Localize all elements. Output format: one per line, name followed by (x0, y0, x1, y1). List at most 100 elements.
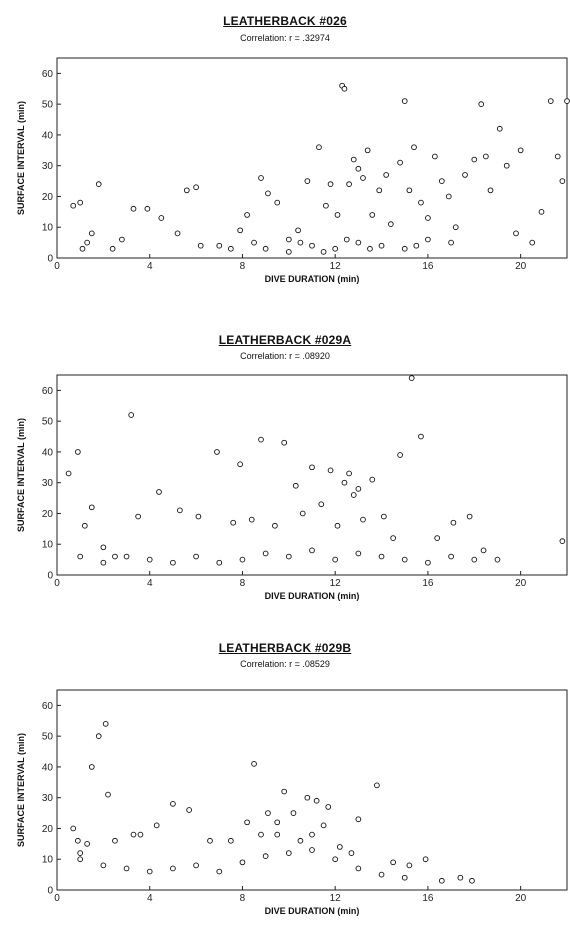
y-tick-label: 10 (42, 540, 54, 551)
y-axis-label: SURFACE INTERVAL (min) (16, 418, 26, 532)
chart-title: LEATHERBACK #029A (218, 333, 352, 347)
x-tick-label: 12 (330, 261, 342, 272)
y-tick-label: 10 (42, 855, 54, 866)
data-point (478, 101, 485, 108)
data-point (84, 840, 90, 847)
y-tick-label: 30 (42, 478, 54, 489)
x-tick-label: 8 (240, 893, 246, 904)
data-point (325, 804, 332, 810)
data-point (480, 547, 487, 554)
data-point (350, 156, 357, 163)
plot-frame (56, 689, 568, 891)
data-point (146, 556, 153, 563)
y-tick-label: 60 (42, 701, 54, 712)
data-point (355, 485, 362, 492)
data-point (341, 479, 348, 486)
data-point (156, 489, 162, 495)
data-point (70, 825, 77, 832)
x-tick-label: 16 (422, 578, 434, 589)
data-point (292, 482, 299, 489)
x-tick-label: 0 (54, 893, 60, 904)
data-point (334, 522, 341, 529)
data-point (216, 868, 223, 875)
data-point (100, 544, 107, 551)
data-point (369, 212, 376, 218)
data-point (432, 153, 438, 160)
data-point (462, 172, 468, 178)
data-point (438, 877, 445, 884)
chart-title: LEATHERBACK #026 (223, 14, 347, 28)
data-point (471, 156, 478, 163)
data-point (285, 248, 292, 255)
data-point (216, 559, 223, 566)
data-point (228, 837, 234, 844)
data-point (112, 553, 118, 560)
data-point (262, 853, 269, 860)
data-point (487, 187, 494, 194)
data-point (425, 236, 431, 243)
x-tick-label: 4 (147, 893, 153, 904)
y-tick-label: 30 (42, 161, 54, 172)
data-point (483, 153, 489, 160)
data-point (123, 865, 130, 872)
data-point (313, 797, 320, 804)
scatter-plot: 0 4 8 12 16 20 0 10 20 30 40 50 60 DIVE DURATION (min… (16, 689, 568, 916)
x-axis-label: DIVE DURATION (min) (265, 274, 360, 284)
y-tick-label: 60 (42, 69, 54, 80)
data-point (285, 236, 292, 243)
y-tick-label: 10 (42, 223, 54, 234)
data-point (471, 556, 478, 563)
y-tick-label: 20 (42, 824, 54, 835)
plot-frame (56, 374, 568, 576)
data-point (378, 242, 385, 249)
data-point (297, 239, 304, 246)
y-axis-label: SURFACE INTERVAL (min) (16, 733, 26, 847)
data-point (378, 553, 385, 560)
x-tick-label: 0 (54, 261, 60, 272)
data-point (469, 877, 475, 884)
x-tick-label: 20 (515, 261, 527, 272)
data-point (128, 412, 135, 418)
data-point (216, 242, 223, 249)
x-tick-label: 8 (240, 578, 246, 589)
chart-title: LEATHERBACK #029B (218, 641, 352, 655)
data-point (318, 501, 325, 508)
data-point (529, 239, 536, 246)
data-point (75, 837, 81, 844)
data-point (355, 865, 362, 872)
data-point (367, 245, 373, 252)
data-point (258, 175, 264, 181)
data-point (418, 199, 424, 206)
data-point (369, 476, 376, 483)
data-point (401, 245, 408, 252)
data-point (360, 516, 366, 523)
data-point (374, 782, 380, 789)
data-point (239, 556, 246, 563)
x-tick-label: 12 (330, 893, 342, 904)
data-point (559, 538, 566, 545)
data-point (95, 181, 102, 188)
x-tick-label: 4 (147, 261, 153, 272)
data-point (265, 190, 271, 197)
data-point (258, 831, 264, 838)
data-point (381, 513, 387, 520)
data-point (79, 245, 86, 252)
y-tick-label: 40 (42, 130, 54, 141)
data-point (186, 807, 192, 813)
y-tick-label: 40 (42, 447, 54, 458)
data-point (383, 172, 390, 178)
data-point (434, 535, 441, 541)
data-point (309, 547, 315, 554)
data-point (285, 553, 292, 560)
data-point (295, 227, 301, 234)
data-point (355, 550, 362, 557)
data-point (183, 187, 190, 194)
y-tick-label: 20 (42, 509, 54, 520)
x-tick-label: 0 (54, 578, 60, 589)
data-point (378, 871, 385, 878)
data-point (123, 553, 130, 560)
x-tick-label: 16 (422, 893, 434, 904)
scatter-plot: 0 4 8 12 16 20 0 10 20 30 40 50 60 DIVE DURATION (min… (16, 57, 570, 284)
data-point (327, 467, 334, 474)
data-point (70, 202, 77, 209)
